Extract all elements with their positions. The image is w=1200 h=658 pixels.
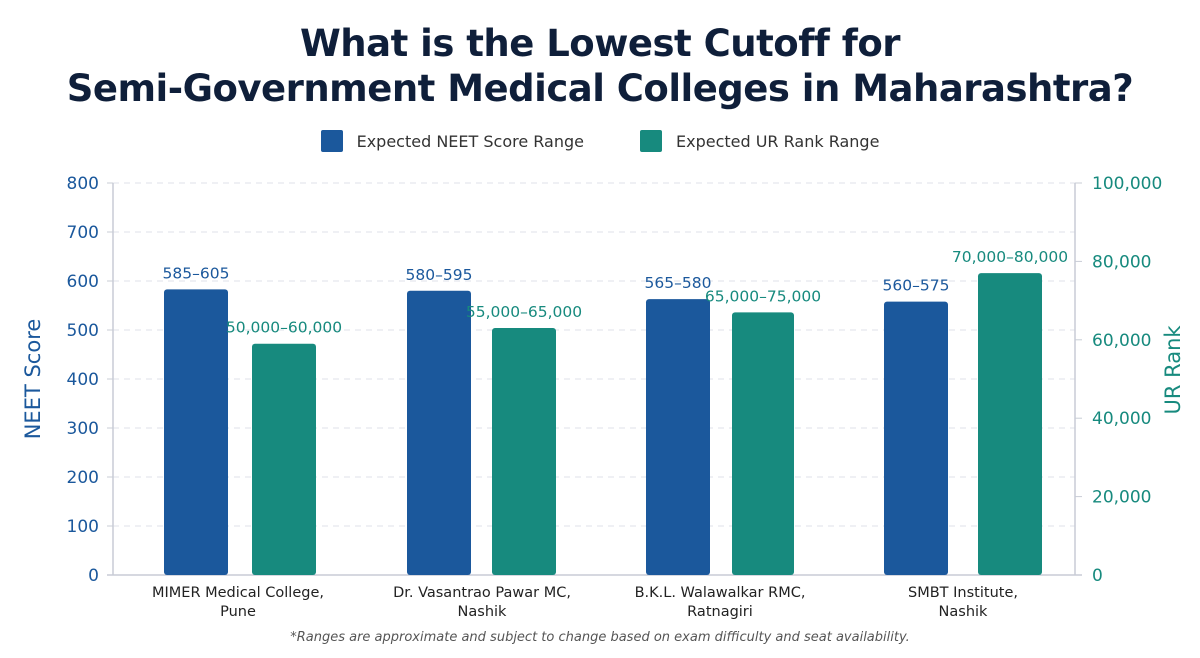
legend-swatch-rank <box>639 130 662 152</box>
legend-item-score: Expected NEET Score Range <box>320 130 584 152</box>
y-axis-title: NEET Score <box>21 319 45 440</box>
y-tick-label: 400 <box>67 370 99 390</box>
legend-label-score: Expected NEET Score Range <box>356 131 584 151</box>
data-label-ur-rank: 55,000–65,000 <box>466 303 582 321</box>
data-label-ur-rank: 50,000–60,000 <box>226 319 342 337</box>
data-label-ur-rank: 70,000–80,000 <box>952 248 1068 266</box>
bar-ur-rank <box>252 343 316 575</box>
bar-ur-rank <box>732 312 794 575</box>
x-category-label: MIMER Medical College, <box>152 585 324 601</box>
x-category-label: Pune <box>220 604 256 620</box>
chart-title-line-2: Semi-Government Medical Colleges in Maha… <box>66 67 1134 110</box>
bar-neet-score <box>407 290 471 575</box>
data-label-neet-score: 580–595 <box>406 266 473 284</box>
y-tick-label: 300 <box>67 419 99 439</box>
legend-swatch-score <box>320 130 343 152</box>
chart-title-line-1: What is the Lowest Cutoff for <box>299 22 901 65</box>
y-tick-label: 800 <box>67 174 99 194</box>
x-category-label: Nashik <box>939 604 989 620</box>
bar-neet-score <box>884 301 948 575</box>
data-label-neet-score: 565–580 <box>645 274 712 292</box>
y-tick-label: 200 <box>67 468 99 488</box>
y-tick-label: 500 <box>67 321 99 341</box>
y-tick-label: 0 <box>88 566 99 586</box>
legend: Expected NEET Score Range Expected UR Ra… <box>0 130 1200 152</box>
x-category-label: B.K.L. Walawalkar RMC, <box>635 585 806 601</box>
bar-ur-rank <box>978 273 1042 575</box>
x-category-label: Nashik <box>458 604 508 620</box>
y-tick-label: 700 <box>67 223 99 243</box>
y-tick-label: 100 <box>67 517 99 537</box>
legend-item-rank: Expected UR Rank Range <box>639 130 880 152</box>
data-label-neet-score: 560–575 <box>883 277 950 295</box>
bar-neet-score <box>164 289 228 575</box>
y2-axis-title: UR Rank <box>1161 325 1185 415</box>
x-category-label: Dr. Vasantrao Pawar MC, <box>393 585 571 601</box>
y2-tick-label: 100,000 <box>1092 174 1162 194</box>
bar-ur-rank <box>492 328 556 575</box>
y-tick-label: 600 <box>67 272 99 292</box>
y2-tick-label: 60,000 <box>1092 331 1151 351</box>
y2-tick-label: 0 <box>1092 566 1103 586</box>
legend-label-rank: Expected UR Rank Range <box>675 131 880 151</box>
data-label-ur-rank: 65,000–75,000 <box>705 287 821 305</box>
bar-neet-score <box>646 299 710 575</box>
y2-tick-label: 40,000 <box>1092 409 1151 429</box>
footnote: *Ranges are approximate and subject to c… <box>290 630 910 645</box>
x-category-label: Ratnagiri <box>687 604 753 620</box>
y2-tick-label: 20,000 <box>1092 488 1151 508</box>
y2-tick-label: 80,000 <box>1092 252 1151 272</box>
x-category-label: SMBT Institute, <box>908 585 1018 601</box>
data-label-neet-score: 585–605 <box>163 264 230 282</box>
